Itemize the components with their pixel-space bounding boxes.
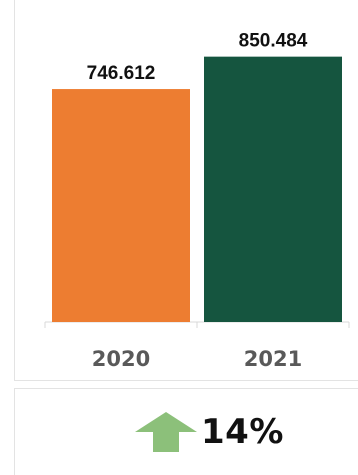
data-label-2020: 746.612 [87, 63, 156, 84]
x-tick-label-2020: 2020 [92, 347, 150, 371]
x-tick-label-2021: 2021 [244, 347, 302, 371]
bar-2021 [204, 56, 342, 323]
arrow-up-icon [135, 412, 197, 452]
growth-panel: 14% [14, 388, 358, 475]
bar-2020 [52, 89, 190, 322]
bar-chart: 746.612 2020 850.484 2021 [44, 31, 350, 371]
data-label-2021: 850.484 [239, 31, 308, 52]
chart-panel: 746.612 2020 850.484 2021 [14, 0, 358, 381]
growth-indicator: 14% [135, 407, 284, 457]
growth-percentage: 14% [201, 412, 284, 452]
